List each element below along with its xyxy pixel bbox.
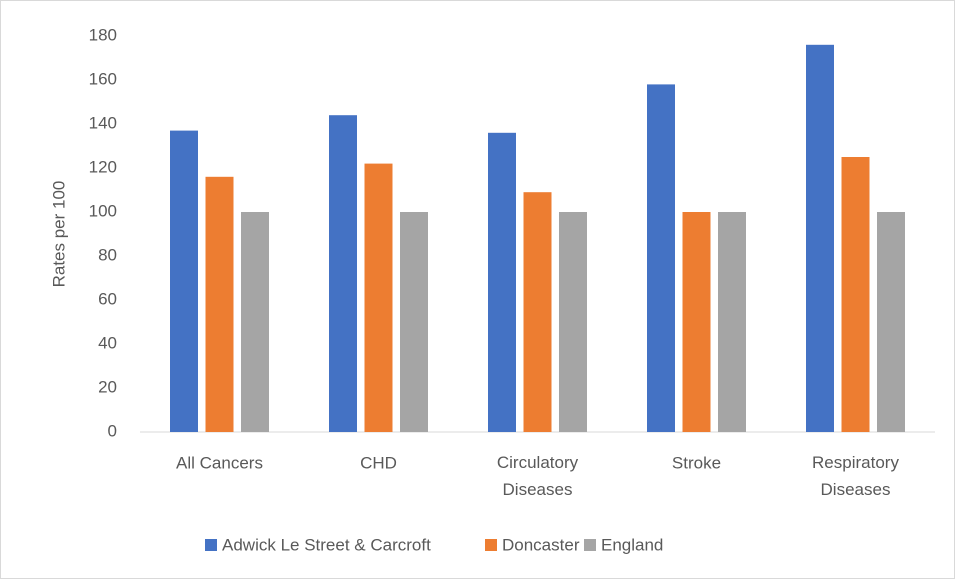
y-tick-label: 140: [89, 113, 117, 132]
bar: [647, 84, 675, 433]
x-tick-label: Circulatory Diseases: [497, 453, 579, 499]
x-tick-label: CHD: [360, 453, 397, 472]
bar: [682, 212, 711, 432]
y-tick-label: 20: [98, 377, 117, 396]
x-tick-label: Respiratory Diseases: [812, 453, 899, 499]
y-tick-label: 160: [89, 69, 117, 88]
bar: [877, 212, 905, 432]
legend-swatch: [584, 539, 596, 551]
y-tick-label: 120: [89, 157, 117, 176]
bar: [841, 157, 870, 432]
bar: [170, 130, 198, 432]
y-tick-label: 40: [98, 333, 117, 352]
legend-label: England: [601, 535, 663, 554]
y-axis-label: Rates per 100: [49, 181, 68, 288]
y-tick-label: 0: [108, 421, 117, 440]
y-tick-label: 80: [98, 245, 117, 264]
bar: [718, 212, 746, 432]
bar: [205, 176, 234, 432]
y-tick-label: 60: [98, 289, 117, 308]
bar: [523, 192, 552, 432]
bar: [400, 212, 428, 432]
legend-label: Doncaster: [502, 535, 580, 554]
legend-swatch: [485, 539, 497, 551]
bar: [559, 212, 587, 432]
y-tick-label: 180: [89, 25, 117, 44]
bar: [364, 163, 393, 432]
bar: [241, 212, 269, 432]
legend-swatch: [205, 539, 217, 551]
y-tick-label: 100: [89, 201, 117, 220]
bar: [329, 115, 357, 432]
bar: [806, 44, 834, 433]
legend-label: Adwick Le Street & Carcroft: [222, 535, 431, 554]
x-tick-label: Stroke: [672, 453, 721, 472]
bar: [488, 132, 516, 433]
x-tick-label: All Cancers: [176, 453, 263, 472]
